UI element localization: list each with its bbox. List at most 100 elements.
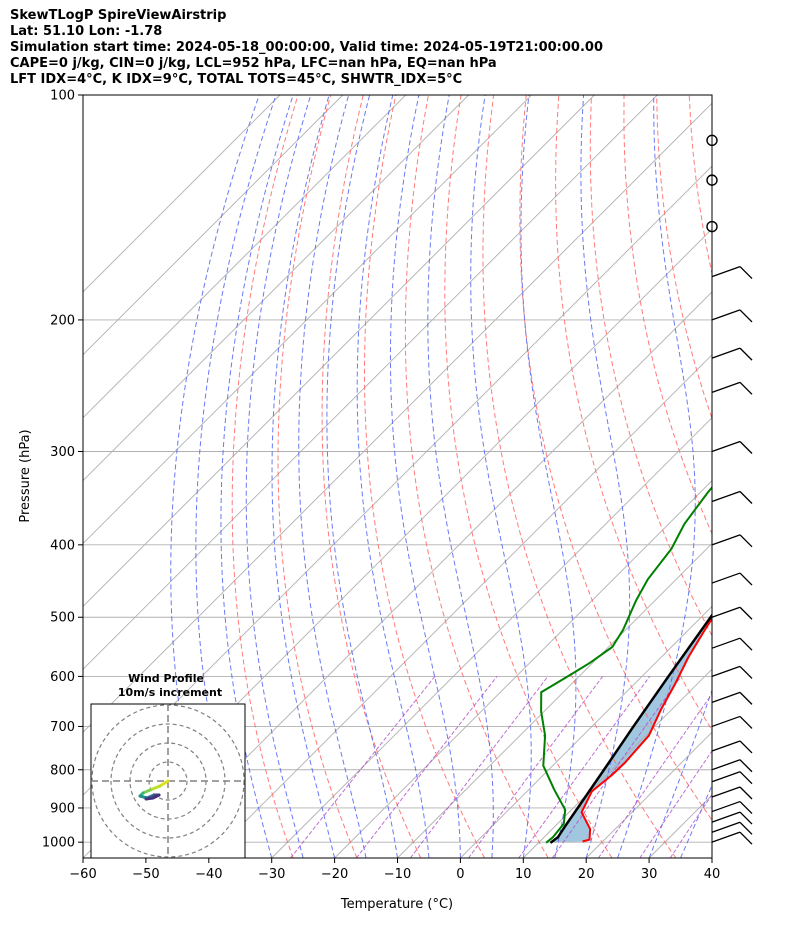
location-info: Lat: 51.10 Lon: -1.78 bbox=[10, 24, 163, 39]
barb-flag bbox=[739, 309, 753, 323]
barb-staff bbox=[711, 759, 741, 771]
wind-barb bbox=[711, 534, 753, 548]
x-tick-label: −50 bbox=[132, 867, 159, 882]
wind-barb bbox=[711, 265, 753, 280]
wind-barb bbox=[711, 821, 753, 835]
barb-flag bbox=[739, 801, 753, 815]
calm-wind-marker bbox=[706, 134, 718, 147]
isotherm bbox=[775, 95, 794, 858]
barb-staff bbox=[711, 534, 741, 546]
dry-adiabat bbox=[321, 95, 422, 858]
wind-barb bbox=[711, 691, 753, 705]
inset-rings bbox=[91, 704, 245, 858]
barb-staff bbox=[711, 309, 741, 321]
barb-flag bbox=[739, 441, 753, 454]
barb-staff bbox=[711, 740, 741, 752]
y-tick-label: 300 bbox=[50, 445, 75, 460]
wind-barb bbox=[711, 572, 753, 586]
dry-adiabat bbox=[231, 95, 299, 858]
wind-barb bbox=[711, 811, 753, 825]
barb-staff bbox=[711, 490, 741, 503]
barb-flag bbox=[739, 821, 753, 835]
x-tick-label: 10 bbox=[515, 867, 532, 882]
x-tick-label: −30 bbox=[258, 867, 285, 882]
moist-adiabat bbox=[245, 95, 312, 858]
moist-adiabat bbox=[389, 95, 461, 858]
y-axis-label: Pressure (hPa) bbox=[18, 429, 33, 522]
dry-adiabat bbox=[363, 95, 485, 858]
y-tick-label: 600 bbox=[50, 670, 75, 685]
moist-adiabat bbox=[220, 95, 294, 858]
moist-adiabat bbox=[298, 95, 367, 858]
mixing-ratio-line bbox=[597, 693, 712, 858]
isotherm bbox=[83, 95, 469, 482]
barb-flag bbox=[739, 715, 753, 729]
x-axis-label: Temperature (°C) bbox=[340, 897, 453, 912]
inset-title: Wind Profile bbox=[128, 672, 204, 685]
temperature-line bbox=[580, 616, 712, 843]
dry-adiabat bbox=[555, 95, 712, 732]
moist-adiabat bbox=[520, 95, 577, 858]
moist-adiabat bbox=[170, 95, 260, 858]
cin-shading bbox=[550, 615, 712, 843]
barb-staff bbox=[711, 821, 741, 833]
wind-barb bbox=[711, 831, 753, 845]
barb-flag bbox=[739, 786, 753, 800]
barb-staff bbox=[711, 786, 741, 798]
barb-flag bbox=[739, 381, 753, 395]
parcel-line bbox=[549, 613, 712, 844]
barb-flag bbox=[739, 759, 753, 773]
isotherm bbox=[83, 95, 658, 670]
barb-staff bbox=[711, 715, 741, 728]
dry-adiabat bbox=[277, 95, 358, 858]
chart-header: SkewTLogP SpireViewAirstrip Lat: 51.10 L… bbox=[10, 8, 603, 88]
y-tick-label: 100 bbox=[50, 89, 75, 104]
y-tick-label: 800 bbox=[50, 763, 75, 778]
dry-adiabat bbox=[688, 95, 712, 276]
moist-adiabat bbox=[680, 784, 712, 858]
mixing-ratio-line bbox=[409, 676, 549, 858]
wind-barb bbox=[711, 786, 753, 800]
wind-barb bbox=[711, 490, 753, 504]
x-axis-ticks: −60 −50 −40 −30 −20 −10 0 10 20 30 40 bbox=[69, 858, 720, 882]
mixing-ratio-line bbox=[551, 676, 682, 858]
moist-adiabat bbox=[356, 95, 430, 858]
dry-adiabat bbox=[623, 95, 712, 535]
barb-flag bbox=[739, 491, 753, 504]
dewpoint-line bbox=[540, 485, 712, 844]
isotherm bbox=[522, 668, 712, 858]
wind-barb bbox=[711, 771, 753, 785]
chart-title: SkewTLogP SpireViewAirstrip bbox=[10, 8, 227, 23]
dry-adiabat bbox=[787, 95, 794, 858]
inset-subtitle: 10m/s increment bbox=[118, 686, 222, 699]
y-axis-ticks: 100 200 300 400 500 600 700 800 900 1000 bbox=[42, 89, 83, 851]
wind-barb bbox=[711, 715, 753, 729]
x-tick-label: −60 bbox=[69, 867, 96, 882]
dry-adiabat bbox=[482, 95, 677, 858]
barb-flag bbox=[739, 637, 753, 651]
mixing-ratio-line bbox=[468, 676, 604, 858]
x-tick-label: 20 bbox=[578, 867, 595, 882]
isotherm bbox=[145, 291, 712, 858]
barb-flag bbox=[739, 347, 753, 361]
isotherm bbox=[271, 417, 712, 858]
barb-flag bbox=[739, 534, 753, 548]
hodograph-segment bbox=[144, 796, 155, 801]
barb-flag bbox=[739, 811, 753, 825]
barb-flag bbox=[739, 665, 753, 679]
calm-wind-marker bbox=[706, 220, 718, 233]
stability-info: CAPE=0 j/kg, CIN=0 j/kg, LCL=952 hPa, LF… bbox=[10, 56, 497, 71]
moist-adiabat bbox=[470, 95, 532, 858]
wind-profile-inset: Wind Profile 10m/s increment bbox=[90, 672, 246, 859]
mixing-ratio-line bbox=[669, 793, 712, 858]
wind-barbs bbox=[706, 134, 753, 845]
wind-barb bbox=[711, 440, 753, 454]
wind-barb bbox=[711, 665, 753, 679]
isotherm bbox=[83, 95, 407, 419]
barb-staff bbox=[711, 606, 741, 618]
cape-cin-shading bbox=[550, 615, 712, 843]
hodograph-segment bbox=[148, 784, 162, 792]
barb-staff bbox=[711, 572, 741, 584]
dry-adiabat bbox=[404, 95, 549, 858]
